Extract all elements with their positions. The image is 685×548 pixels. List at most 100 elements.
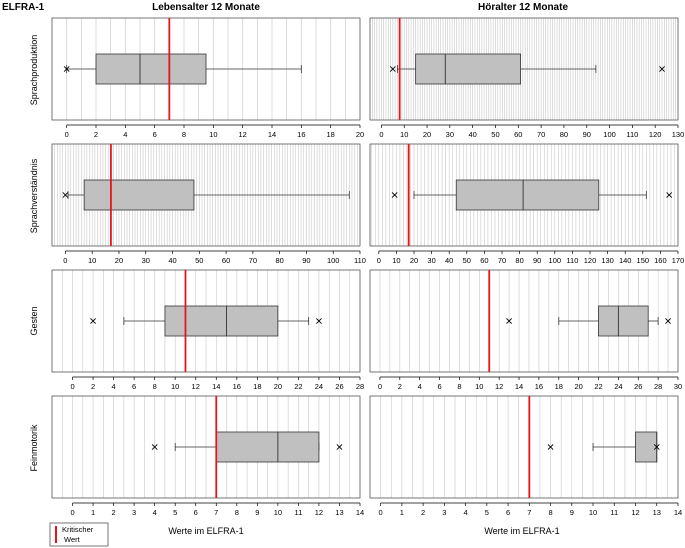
x-tick-label: 8: [457, 382, 461, 391]
box-iqr: [415, 53, 521, 85]
x-tick-label: 10: [88, 256, 96, 265]
x-tick-label: 60: [222, 256, 230, 265]
x-tick-label: 4: [153, 508, 157, 517]
x-tick-label: 60: [480, 256, 488, 265]
x-tick-label: 130: [601, 256, 614, 265]
x-tick-label: 14: [515, 382, 523, 391]
x-tick-label: 10: [475, 382, 483, 391]
x-tick-label: 90: [533, 256, 541, 265]
x-tick-label: 28: [654, 382, 662, 391]
x-tick-label: 11: [295, 508, 303, 517]
x-tick-label: 5: [173, 508, 177, 517]
x-tick-label: 30: [142, 256, 150, 265]
x-tick-label: 100: [549, 256, 562, 265]
x-tick-label: 120: [584, 256, 597, 265]
row-label-gesten: Gesten: [29, 306, 39, 335]
outlier-marker: [391, 192, 398, 198]
x-tick-label: 5: [485, 508, 489, 517]
x-tick-label: 0: [70, 508, 74, 517]
panel-frame: [369, 395, 679, 499]
x-tick-label: 8: [153, 382, 157, 391]
panel-0: 0 2 4 6 8 10 12 14 16 18 20: [51, 17, 364, 139]
panel-4: 0 2 4 6 8 10 12 14 16 18 20 22 24 26 28: [51, 269, 364, 391]
x-tick-label: 3: [442, 508, 446, 517]
outlier-marker: [665, 318, 671, 324]
x-tick-label: 12: [315, 508, 323, 517]
x-tick-label: 6: [194, 508, 198, 517]
x-tick-label: 18: [555, 382, 563, 391]
x-tick-label: 110: [354, 256, 366, 265]
panel-3: 0 10 20 30 40 50 60 70 80 90 100 110 120 130 140 150 160…: [369, 143, 685, 265]
corner-label: ELFRA-1: [2, 2, 45, 13]
box-iqr: [164, 305, 279, 337]
x-tick-label: 6: [506, 508, 510, 517]
x-tick-label: 20: [115, 256, 123, 265]
outlier-marker: [151, 444, 158, 450]
x-tick-label: 12: [631, 508, 639, 517]
outlier-marker: [659, 66, 665, 72]
x-tick-label: 14: [268, 130, 276, 139]
x-axis-label-left: Werte im ELFRA-1: [168, 526, 243, 536]
panel-2: 0 10 20 30 40 50 60 70 80 90 100 110: [51, 143, 366, 265]
x-tick-label: 50: [491, 130, 499, 139]
box-iqr: [455, 179, 600, 211]
x-tick-label: 30: [674, 382, 682, 391]
x-tick-label: 8: [235, 508, 239, 517]
row-label-sprachproduktion: Sprachproduktion: [29, 35, 39, 106]
outlier-marker: [336, 444, 343, 450]
x-tick-label: 10: [589, 508, 597, 517]
x-tick-label: 0: [379, 508, 383, 517]
panel-1: 0 10 20 30 40 50 60 70 80 90 100 110 120 130: [369, 17, 684, 139]
x-tick-label: 20: [574, 382, 582, 391]
box-iqr: [95, 53, 207, 85]
x-tick-label: 160: [654, 256, 667, 265]
x-tick-label: 10: [400, 130, 408, 139]
x-tick-label: 90: [302, 256, 310, 265]
x-tick-label: 4: [123, 130, 127, 139]
x-tick-label: 14: [356, 508, 364, 517]
x-tick-label: 2: [91, 382, 95, 391]
x-tick-label: 100: [603, 130, 616, 139]
column-title-hoeralter: Höralter 12 Monate: [478, 2, 568, 13]
panel-frame: [369, 269, 679, 373]
x-tick-label: 100: [327, 256, 340, 265]
outlier-marker: [63, 66, 70, 72]
x-tick-label: 16: [233, 382, 241, 391]
gridlines: [380, 396, 668, 498]
x-tick-label: 8: [548, 508, 552, 517]
x-tick-label: 0: [377, 256, 381, 265]
panel-frame: [51, 395, 361, 499]
x-tick-label: 50: [463, 256, 471, 265]
x-tick-label: 20: [410, 256, 418, 265]
x-tick-label: 7: [214, 508, 218, 517]
panel-5: 0 2 4 6 8 10 12 14 16 18 20 22 24 26 28 30: [369, 269, 682, 391]
x-tick-label: 10: [392, 256, 400, 265]
row-label-sprachverstaendnis: Sprachverständnis: [29, 158, 39, 233]
x-tick-label: 1: [400, 508, 404, 517]
x-tick-label: 16: [535, 382, 543, 391]
x-tick-label: 24: [315, 382, 323, 391]
outlier-marker: [389, 66, 396, 72]
outlier-marker: [506, 318, 513, 324]
x-tick-label: 22: [594, 382, 602, 391]
x-tick-label: 40: [168, 256, 176, 265]
gridlines: [379, 270, 669, 372]
box-iqr: [635, 431, 658, 463]
legend-label-line1: Kritischer: [62, 525, 94, 534]
panel-frame: [369, 17, 679, 121]
x-tick-label: 80: [560, 130, 568, 139]
x-tick-label: 170: [672, 256, 685, 265]
x-tick-label: 2: [421, 508, 425, 517]
x-tick-label: 10: [209, 130, 217, 139]
x-axis-label-right: Werte im ELFRA-1: [484, 526, 559, 536]
x-tick-label: 12: [192, 382, 200, 391]
x-tick-label: 0: [379, 130, 383, 139]
x-tick-label: 0: [70, 382, 74, 391]
outlier-marker: [666, 192, 673, 198]
x-tick-label: 70: [537, 130, 545, 139]
x-tick-label: 13: [653, 508, 661, 517]
x-tick-label: 20: [274, 382, 282, 391]
x-tick-label: 26: [335, 382, 343, 391]
box-iqr: [598, 305, 649, 337]
